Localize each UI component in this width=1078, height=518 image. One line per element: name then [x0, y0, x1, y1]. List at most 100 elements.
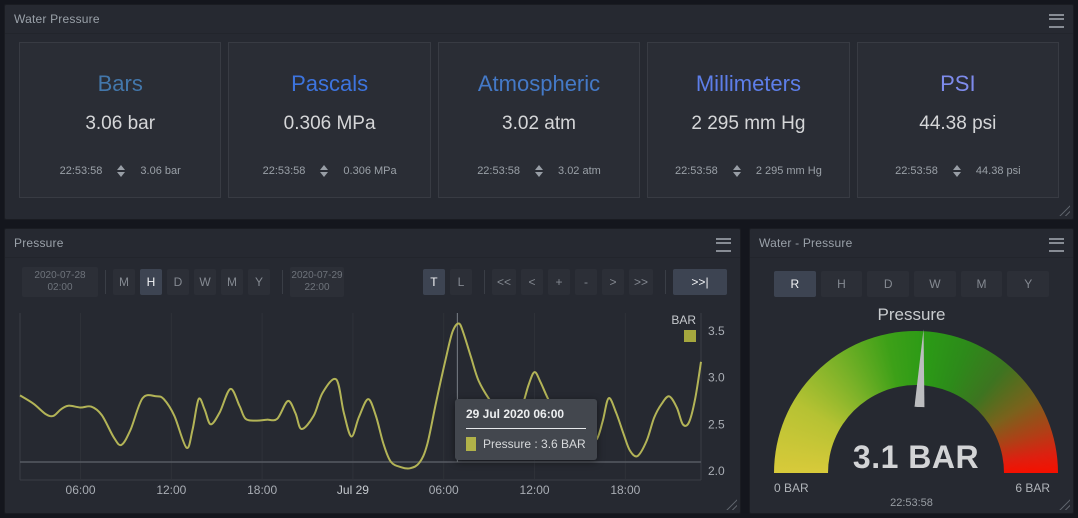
toolbar-separator: [665, 270, 666, 294]
water-pressure-panel: Water Pressure Bars 3.06 bar 22:53:58 3.06 …: [4, 4, 1074, 220]
gauge-range-button-r[interactable]: R: [774, 271, 816, 297]
pressure-chart-plot[interactable]: 06:00 12:00 18:00 Jul 29 06:00 12:00 18:00 3.5 3…: [5, 229, 742, 515]
card-footer: 22:53:58 2 295 mm Hg: [648, 165, 848, 177]
card-value: 44.38 psi: [919, 113, 997, 134]
resize-grip-icon[interactable]: [1059, 499, 1070, 510]
up-down-arrows-icon: [952, 165, 961, 177]
nav-button-2[interactable]: +: [547, 269, 570, 295]
svg-text:12:00: 12:00: [156, 483, 186, 497]
panel-header: Pressure: [5, 229, 740, 258]
card-value: 0.306 MPa: [283, 113, 376, 134]
panel-header: Water - Pressure: [750, 229, 1073, 258]
tooltip-divider: [466, 428, 586, 429]
tooltip-swatch-icon: [466, 437, 476, 451]
gauge-value: 3.1 BAR: [852, 439, 980, 475]
toolbar-separator: [105, 270, 106, 294]
card-title: Bars: [97, 71, 143, 96]
card-footer-value: 3.02 atm: [558, 165, 601, 177]
unit-card-psi: PSI 44.38 psi 22:53:58 44.38 psi: [856, 42, 1060, 198]
unit-card-millimeters: Millimeters 2 295 mm Hg 22:53:58 2 295 mm H…: [647, 42, 850, 198]
card-footer: 22:53:58 44.38 psi: [858, 165, 1058, 177]
mode-button-l[interactable]: L: [449, 269, 472, 295]
unit-card-atmospheric: Atmospheric 3.02 atm 22:53:58 3.02 atm: [437, 42, 641, 198]
panel-header: Water Pressure: [5, 5, 1073, 34]
nav-button-5[interactable]: >>: [628, 269, 653, 295]
hamburger-menu-icon[interactable]: [716, 238, 731, 252]
gauge-max-label: 6 BAR: [1015, 481, 1050, 495]
chart-tooltip: 29 Jul 2020 06:00 Pressure : 3.6 BAR: [455, 399, 597, 460]
up-down-arrows-icon: [117, 165, 126, 177]
unit-card-pascals: Pascals 0.306 MPa 22:53:58 0.306 MPa: [228, 42, 431, 198]
gauge-range-button-y[interactable]: Y: [1007, 271, 1050, 297]
mode-button-t[interactable]: T: [422, 269, 445, 295]
card-footer-value: 2 295 mm Hg: [755, 165, 822, 177]
panel-title: Pressure: [14, 236, 64, 250]
panel-title: Water Pressure: [14, 12, 100, 26]
panel-title: Water - Pressure: [759, 236, 853, 250]
card-footer-value: 44.38 psi: [975, 165, 1021, 177]
period-button-m-0[interactable]: M: [113, 269, 135, 295]
legend-swatch-icon: [684, 330, 696, 342]
svg-text:3.5: 3.5: [708, 324, 725, 338]
unit-cards: Bars 3.06 bar 22:53:58 3.06 bar Pascals 0.306…: [5, 34, 1073, 198]
svg-text:2.5: 2.5: [708, 417, 725, 431]
period-button-m-4[interactable]: M: [221, 269, 243, 295]
up-down-arrows-icon: [535, 165, 544, 177]
resize-grip-icon[interactable]: [1059, 205, 1070, 216]
card-time: 22:53:58: [895, 165, 938, 177]
up-down-arrows-icon: [320, 165, 329, 177]
card-title: PSI: [940, 71, 976, 96]
svg-text:2.0: 2.0: [708, 464, 725, 478]
card-footer-value: 0.306 MPa: [343, 165, 397, 177]
tooltip-value: Pressure : 3.6 BAR: [483, 437, 586, 451]
card-title: Pascals: [291, 71, 369, 96]
card-footer-value: 3.06 bar: [140, 165, 181, 177]
range-start-date: 2020-07-28: [34, 270, 86, 281]
card-value: 2 295 mm Hg: [691, 113, 806, 134]
card-footer: 22:53:58 3.06 bar: [20, 165, 220, 177]
range-end-picker[interactable]: 2020-07-29 22:00: [290, 267, 344, 297]
card-time: 22:53:58: [59, 165, 103, 177]
tooltip-series-row: Pressure : 3.6 BAR: [466, 437, 586, 451]
hamburger-menu-icon[interactable]: [1049, 14, 1064, 28]
toolbar-separator: [483, 270, 485, 294]
range-start-time: 02:00: [47, 282, 73, 293]
range-end-date: 2020-07-29: [291, 270, 343, 281]
gauge-title: Pressure: [877, 305, 946, 324]
nav-button-3[interactable]: -: [574, 269, 597, 295]
svg-text:18:00: 18:00: [247, 483, 277, 497]
gauge-min-label: 0 BAR: [774, 481, 809, 495]
range-start-picker[interactable]: 2020-07-28 02:00: [22, 267, 98, 297]
gauge-range-button-w[interactable]: W: [914, 271, 956, 297]
jump-to-latest-button[interactable]: >>|: [673, 269, 727, 295]
nav-button-1[interactable]: <: [520, 269, 543, 295]
resize-grip-icon[interactable]: [726, 499, 737, 510]
gauge-scale-labels: 0 BAR 6 BAR: [774, 481, 1050, 495]
period-button-d-2[interactable]: D: [167, 269, 189, 295]
up-down-arrows-icon: [732, 165, 741, 177]
gauge-timestamp: 22:53:58: [890, 497, 933, 509]
unit-card-bars: Bars 3.06 bar 22:53:58 3.06 bar: [19, 42, 222, 198]
hamburger-menu-icon[interactable]: [1049, 238, 1064, 252]
period-button-y-5[interactable]: Y: [248, 269, 270, 295]
nav-button-4[interactable]: >: [601, 269, 624, 295]
period-button-w-3[interactable]: W: [194, 269, 216, 295]
card-footer: 22:53:58 3.02 atm: [439, 165, 639, 177]
gauge-range-button-m[interactable]: M: [960, 271, 1003, 297]
tooltip-timestamp: 29 Jul 2020 06:00: [466, 407, 565, 421]
range-end-time: 22:00: [304, 282, 330, 293]
nav-button-0[interactable]: <<: [491, 269, 516, 295]
gauge-range-button-d[interactable]: D: [867, 271, 910, 297]
gauge-range-button-h[interactable]: H: [820, 271, 863, 297]
card-value: 3.06 bar: [85, 113, 156, 134]
period-button-h-1[interactable]: H: [140, 269, 162, 295]
card-title: Millimeters: [695, 71, 801, 96]
toolbar-separator: [282, 270, 283, 294]
svg-text:18:00: 18:00: [610, 483, 640, 497]
svg-text:3.0: 3.0: [708, 371, 725, 385]
